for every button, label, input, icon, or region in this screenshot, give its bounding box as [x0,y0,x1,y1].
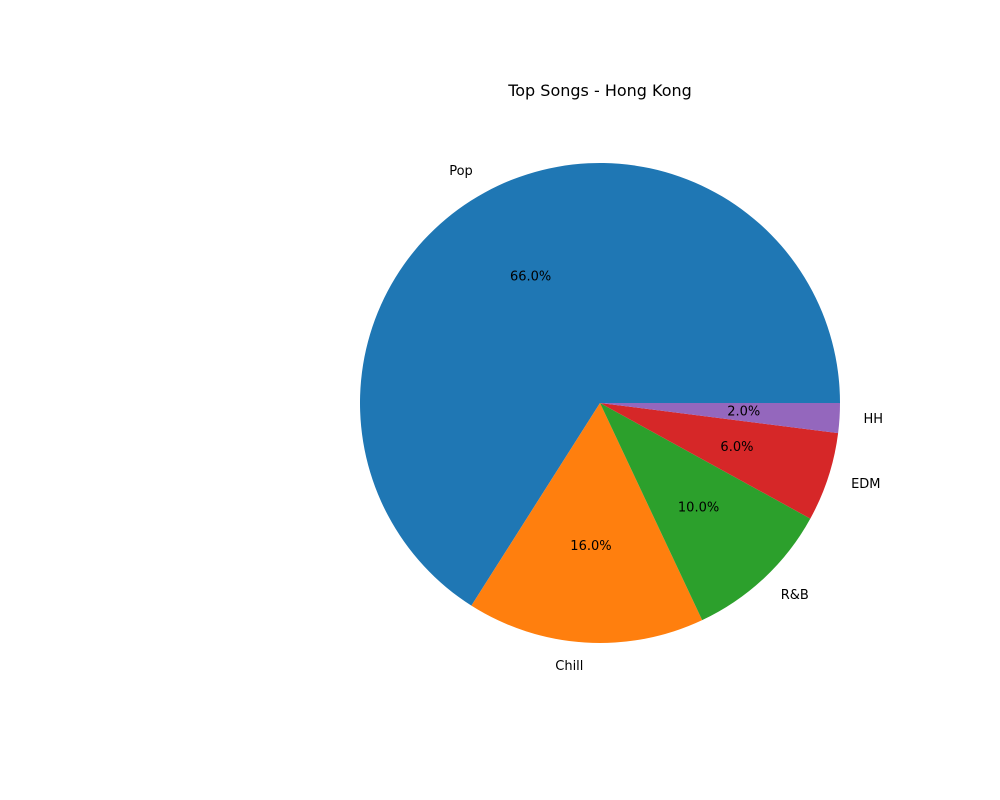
slice-label-r-b: R&B [781,588,809,603]
pie-slice-edm [600,403,839,519]
slice-label-chill: Chill [555,659,583,674]
percent-label-chill: 16.0% [570,539,611,554]
chart-title: Top Songs - Hong Kong [507,81,692,100]
percent-label-edm: 6.0% [720,440,753,455]
slice-label-edm: EDM [851,477,880,492]
pie-slices [360,163,841,644]
percent-label-pop: 66.0% [510,269,551,284]
pie-slice-pop [360,163,840,606]
percent-label-r-b: 10.0% [678,500,719,515]
pie-slice-hh [600,403,841,434]
pie-slice-chill [471,403,703,644]
slice-label-hh: HH [863,412,883,427]
pie-slice-r-b [600,403,811,621]
slice-label-pop: Pop [449,164,473,179]
pie-labels: Pop 66.0% Chill 16.0% R&B 10.0% EDM 6.0% HH 2.0% [449,164,883,674]
percent-label-hh: 2.0% [727,405,760,420]
